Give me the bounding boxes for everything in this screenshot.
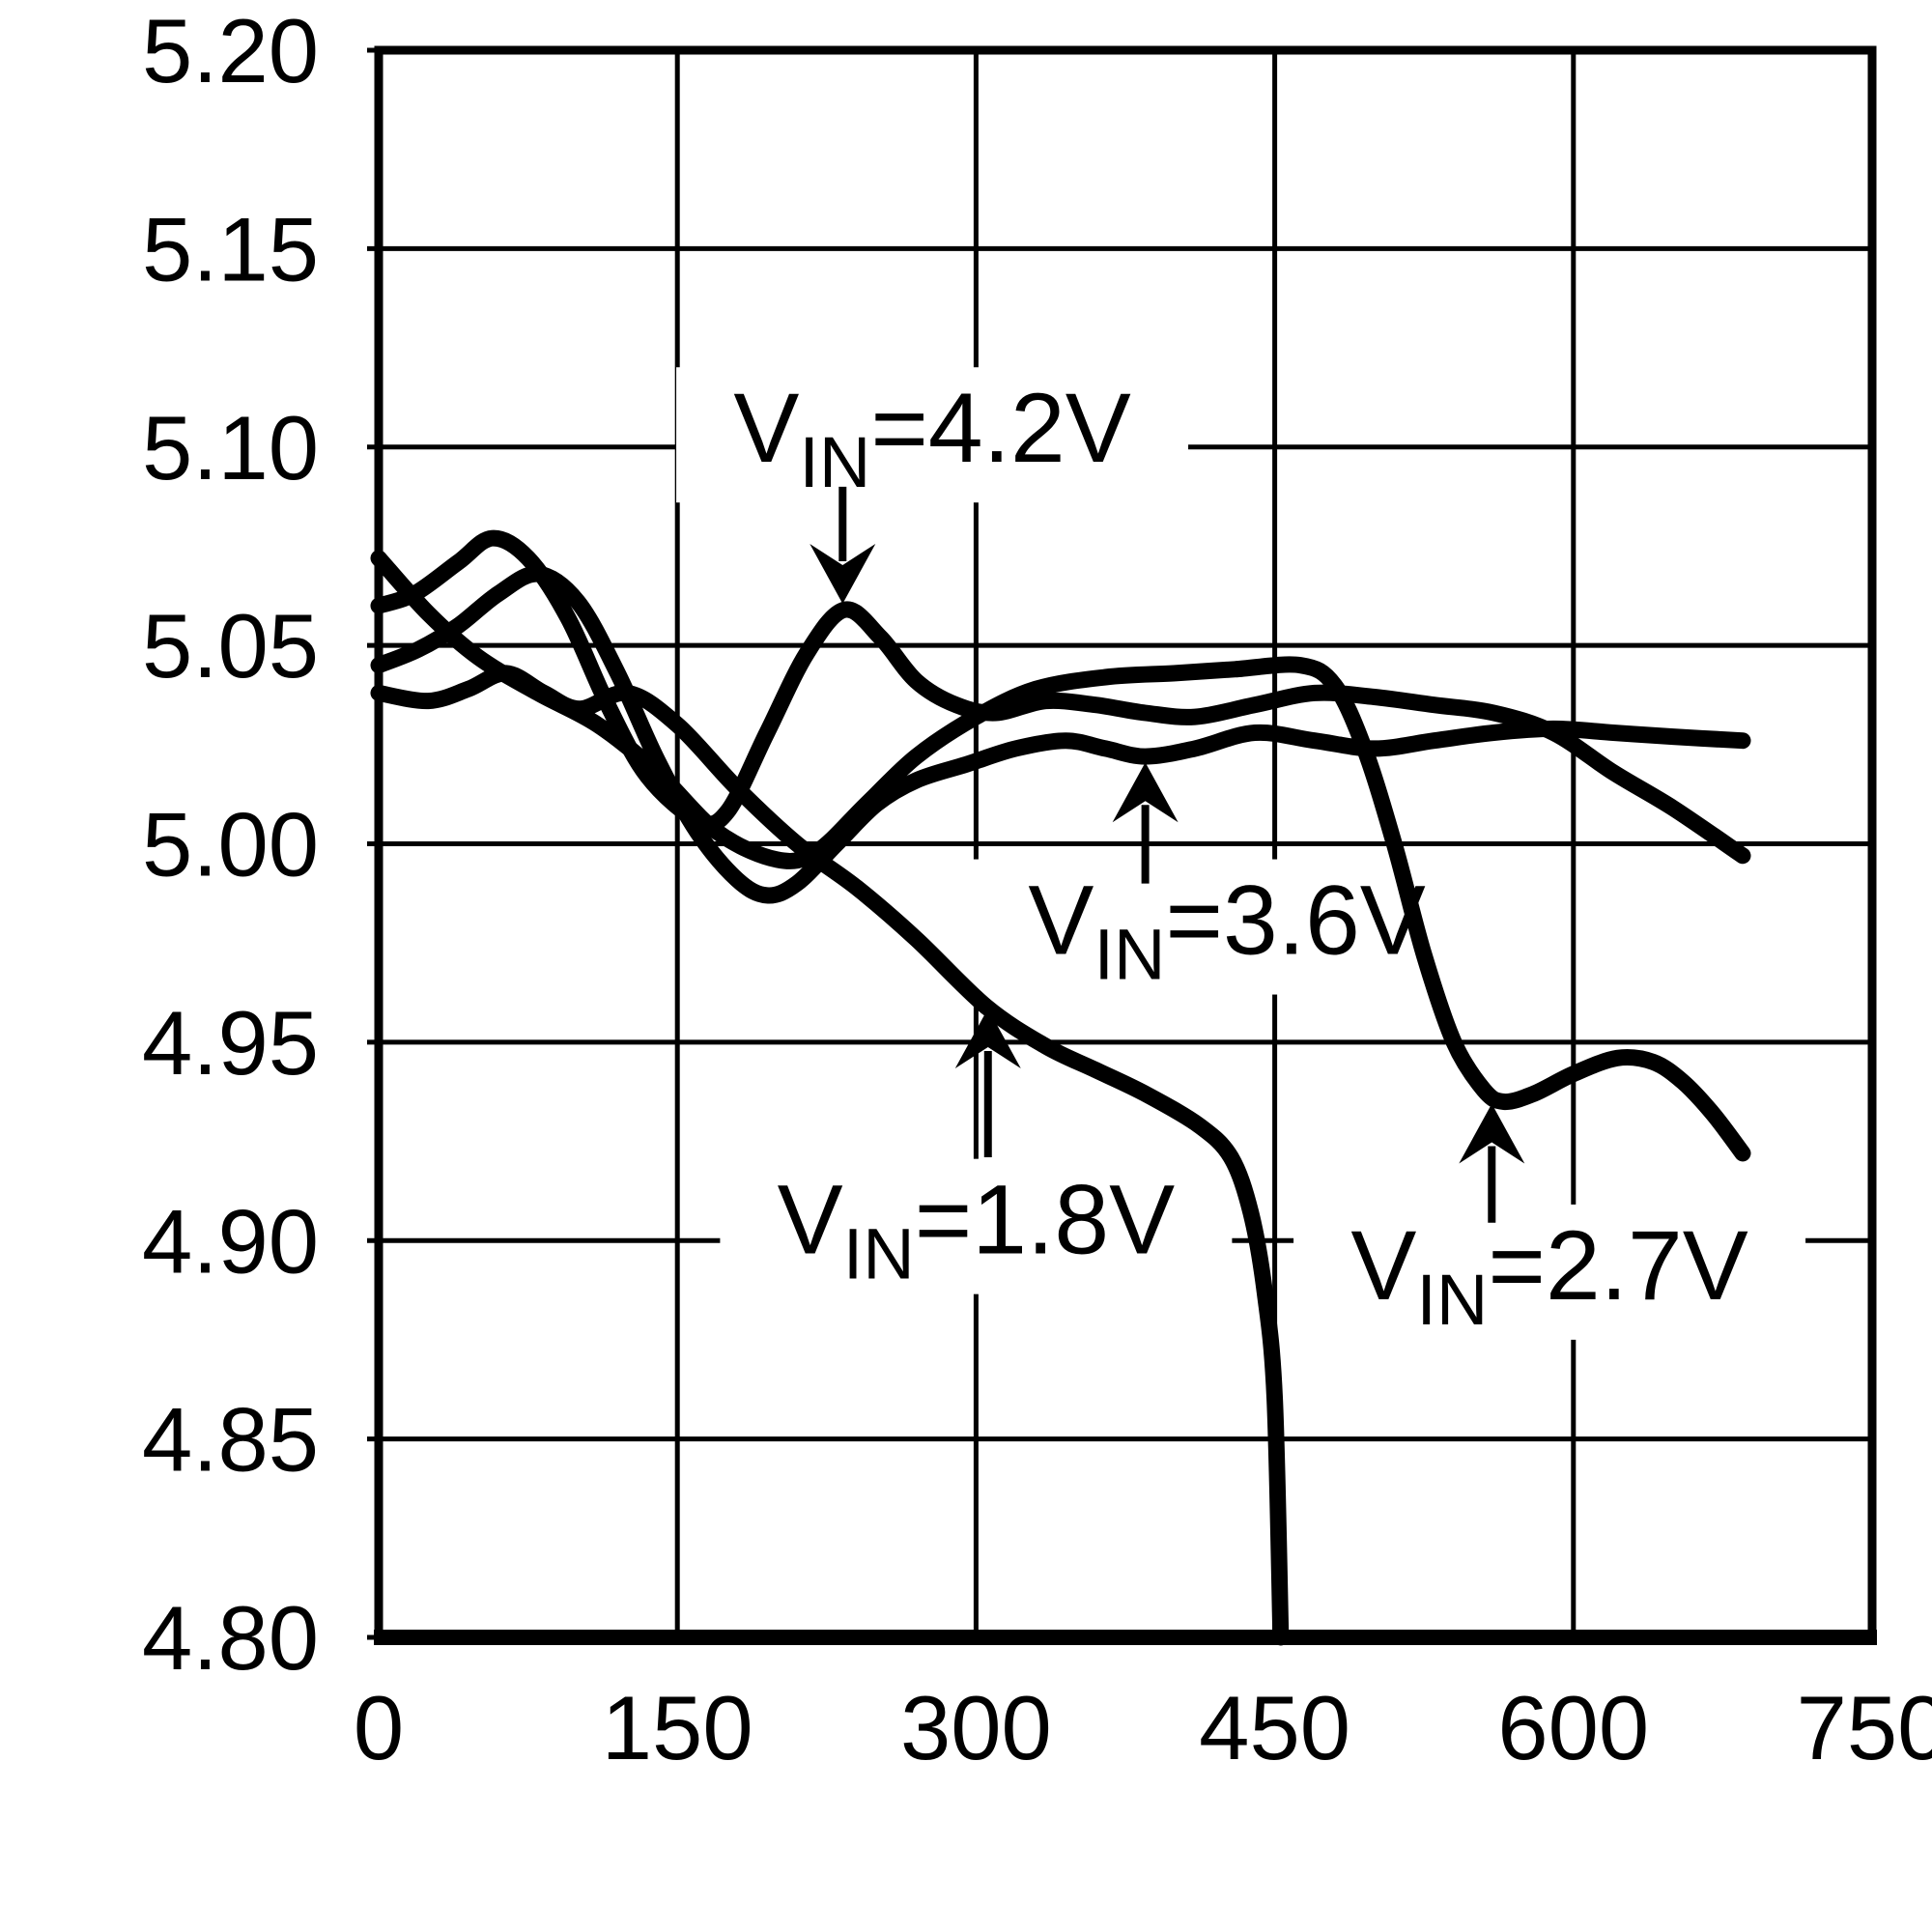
vin-label-vin-1-8v: VIN=1.8V	[778, 1165, 1175, 1294]
x-tick-label: 450	[1199, 1677, 1350, 1778]
y-tick-label: 5.05	[142, 595, 319, 696]
curve-vin-3-6v	[370, 565, 1751, 904]
curve-vin-1-8v	[370, 665, 1290, 1646]
y-tick-label: 5.20	[142, 0, 319, 101]
curve-vin-2-7v	[370, 550, 1751, 1162]
annotation-label-pad	[1293, 1204, 1806, 1340]
y-tick-label: 5.10	[142, 397, 319, 498]
arrow-head-vin-1-8v	[954, 1008, 1021, 1068]
arrow-head-vin-2-7v	[1459, 1103, 1525, 1164]
y-tick-label: 4.80	[142, 1587, 319, 1689]
vin-label-vin-4-2v: VIN=4.2V	[733, 373, 1130, 502]
annotation-arrows	[810, 486, 1525, 1223]
annotation-label-pad	[676, 367, 1189, 503]
x-tick-label: 600	[1497, 1677, 1649, 1778]
arrow-head-vin-4-2v	[810, 543, 876, 604]
y-tick-label: 4.95	[142, 992, 319, 1094]
y-tick-label: 4.85	[142, 1389, 319, 1491]
curves	[370, 529, 1751, 1646]
y-tick-label: 5.15	[142, 198, 319, 299]
annotation-labels: VIN=4.2V VIN=3.6V VIN=1.8V VIN=2.7V	[733, 373, 1747, 1340]
x-tick-label: 0	[354, 1677, 404, 1778]
arrow-head-vin-3-6v	[1112, 762, 1179, 823]
y-tick-label: 5.00	[142, 794, 319, 895]
x-tick-label: 750	[1797, 1677, 1932, 1778]
vin-label-vin-3-6v: VIN=3.6V	[1028, 866, 1425, 995]
x-tick-label: 150	[602, 1677, 753, 1778]
axis-tick-labels: 4.80 4.85 4.90 4.95 5.00 5.05 5.10 5.15 5.20 0 150…	[142, 0, 1932, 1778]
y-tick-label: 4.90	[142, 1190, 319, 1292]
x-tick-label: 300	[900, 1677, 1052, 1778]
curve-vin-4-2v	[370, 529, 1751, 865]
vin-label-vin-2-7v: VIN=2.7V	[1350, 1210, 1747, 1340]
annotation-label-pad	[720, 1158, 1233, 1294]
annotation-label-pads	[676, 367, 1806, 1340]
